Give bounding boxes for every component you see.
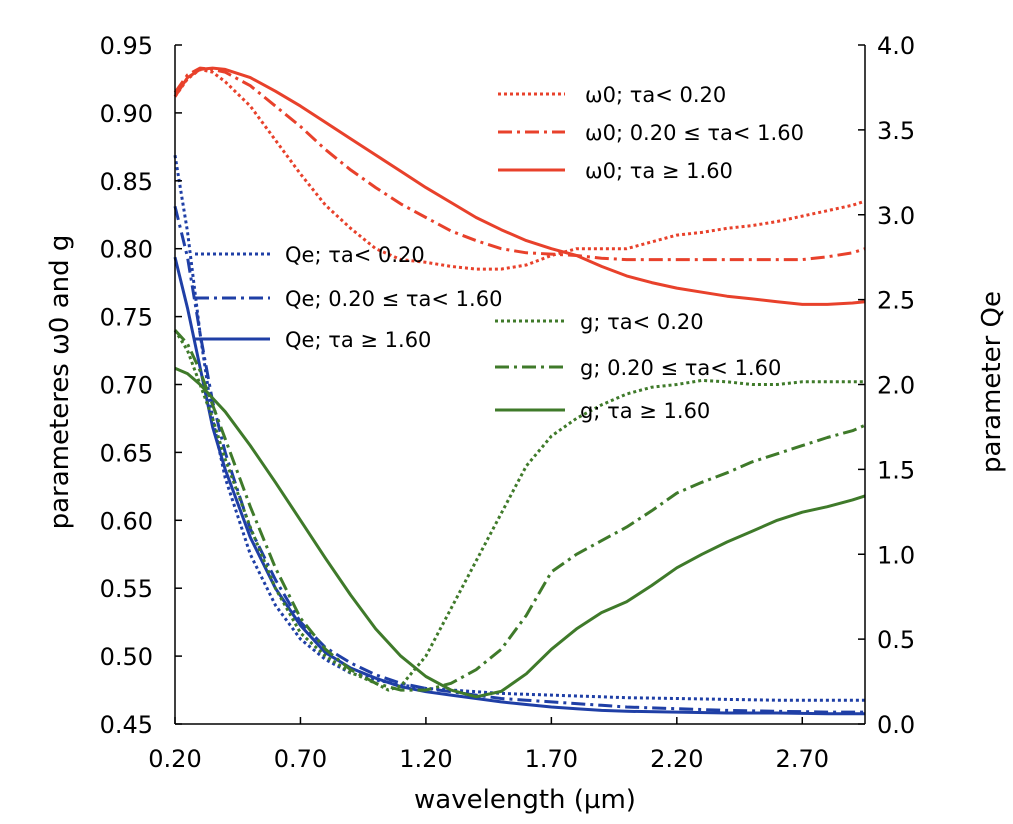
y-left-tick-label: 0.90 <box>100 100 153 128</box>
y-right-tick-label: 1.0 <box>877 541 915 569</box>
series-line-5 <box>173 205 865 714</box>
y-left-tick-label: 0.50 <box>100 643 153 671</box>
x-tick-label: 2.70 <box>776 745 829 773</box>
legend-label: g; τa< 0.20 <box>580 310 704 334</box>
x-tick-label: 2.20 <box>650 745 703 773</box>
y-left-tick-label: 0.85 <box>100 168 153 196</box>
y-left-tick-label: 0.80 <box>100 236 153 264</box>
axes <box>174 44 866 725</box>
y-left-tick-label: 0.45 <box>100 711 153 739</box>
y-left-tick-label: 0.65 <box>100 439 153 467</box>
legend-label: Qe; τa ≥ 1.60 <box>285 328 431 352</box>
series-line-3 <box>173 66 866 306</box>
y-right-tick-label: 2.0 <box>877 372 915 400</box>
y-left-tick-label: 0.75 <box>100 304 153 332</box>
legend: ω0; τa< 0.20 ω0; 0.20 ≤ τa< 1.60 ω0; τa ≥ … <box>195 83 804 423</box>
y-right-tick-label: 3.0 <box>877 202 915 230</box>
legend-label: ω0; τa ≥ 1.60 <box>585 159 733 183</box>
tick-labels: 0.20 0.70 1.20 1.70 2.20 2.70 0.45 0.50 0.55 0.60… <box>100 32 916 773</box>
legend-label: g; τa ≥ 1.60 <box>580 399 710 423</box>
series-line-1 <box>173 67 866 271</box>
x-tick-label: 0.20 <box>148 745 201 773</box>
y-left-tick-label: 0.60 <box>100 507 153 535</box>
legend-label: Qe; τa< 0.20 <box>285 243 425 267</box>
x-tick-label: 1.20 <box>399 745 452 773</box>
y-left-tick-label: 0.55 <box>100 575 153 603</box>
x-axis-title: wavelength (µm) <box>414 785 636 815</box>
series-line-9 <box>174 366 866 699</box>
series-line-7 <box>173 329 865 692</box>
legend-label: Qe; 0.20 ≤ τa< 1.60 <box>285 287 502 311</box>
x-tick-label: 0.70 <box>274 745 327 773</box>
series-line-6 <box>173 256 865 716</box>
y-right-tick-label: 3.5 <box>877 117 915 145</box>
plot-area <box>173 66 866 716</box>
legend-label: g; 0.20 ≤ τa< 1.60 <box>580 356 781 380</box>
y-right-tick-label: 0.0 <box>877 711 915 739</box>
y-left-tick-label: 0.70 <box>100 372 153 400</box>
series-line-2 <box>173 66 866 262</box>
y-axis-right-title: parameter Qe <box>977 291 1007 473</box>
legend-label: ω0; 0.20 ≤ τa< 1.60 <box>585 121 804 145</box>
x-tick-label: 1.70 <box>525 745 578 773</box>
y-right-tick-label: 2.5 <box>877 287 915 315</box>
y-right-tick-label: 0.5 <box>877 626 915 654</box>
y-right-tick-label: 1.5 <box>877 456 915 484</box>
series-line-8 <box>173 329 866 692</box>
y-right-tick-label: 4.0 <box>877 32 915 60</box>
y-axis-left-title: parameteres ω0 and g <box>45 235 75 530</box>
y-left-tick-label: 0.95 <box>100 32 153 60</box>
legend-label: ω0; τa< 0.20 <box>585 83 726 107</box>
